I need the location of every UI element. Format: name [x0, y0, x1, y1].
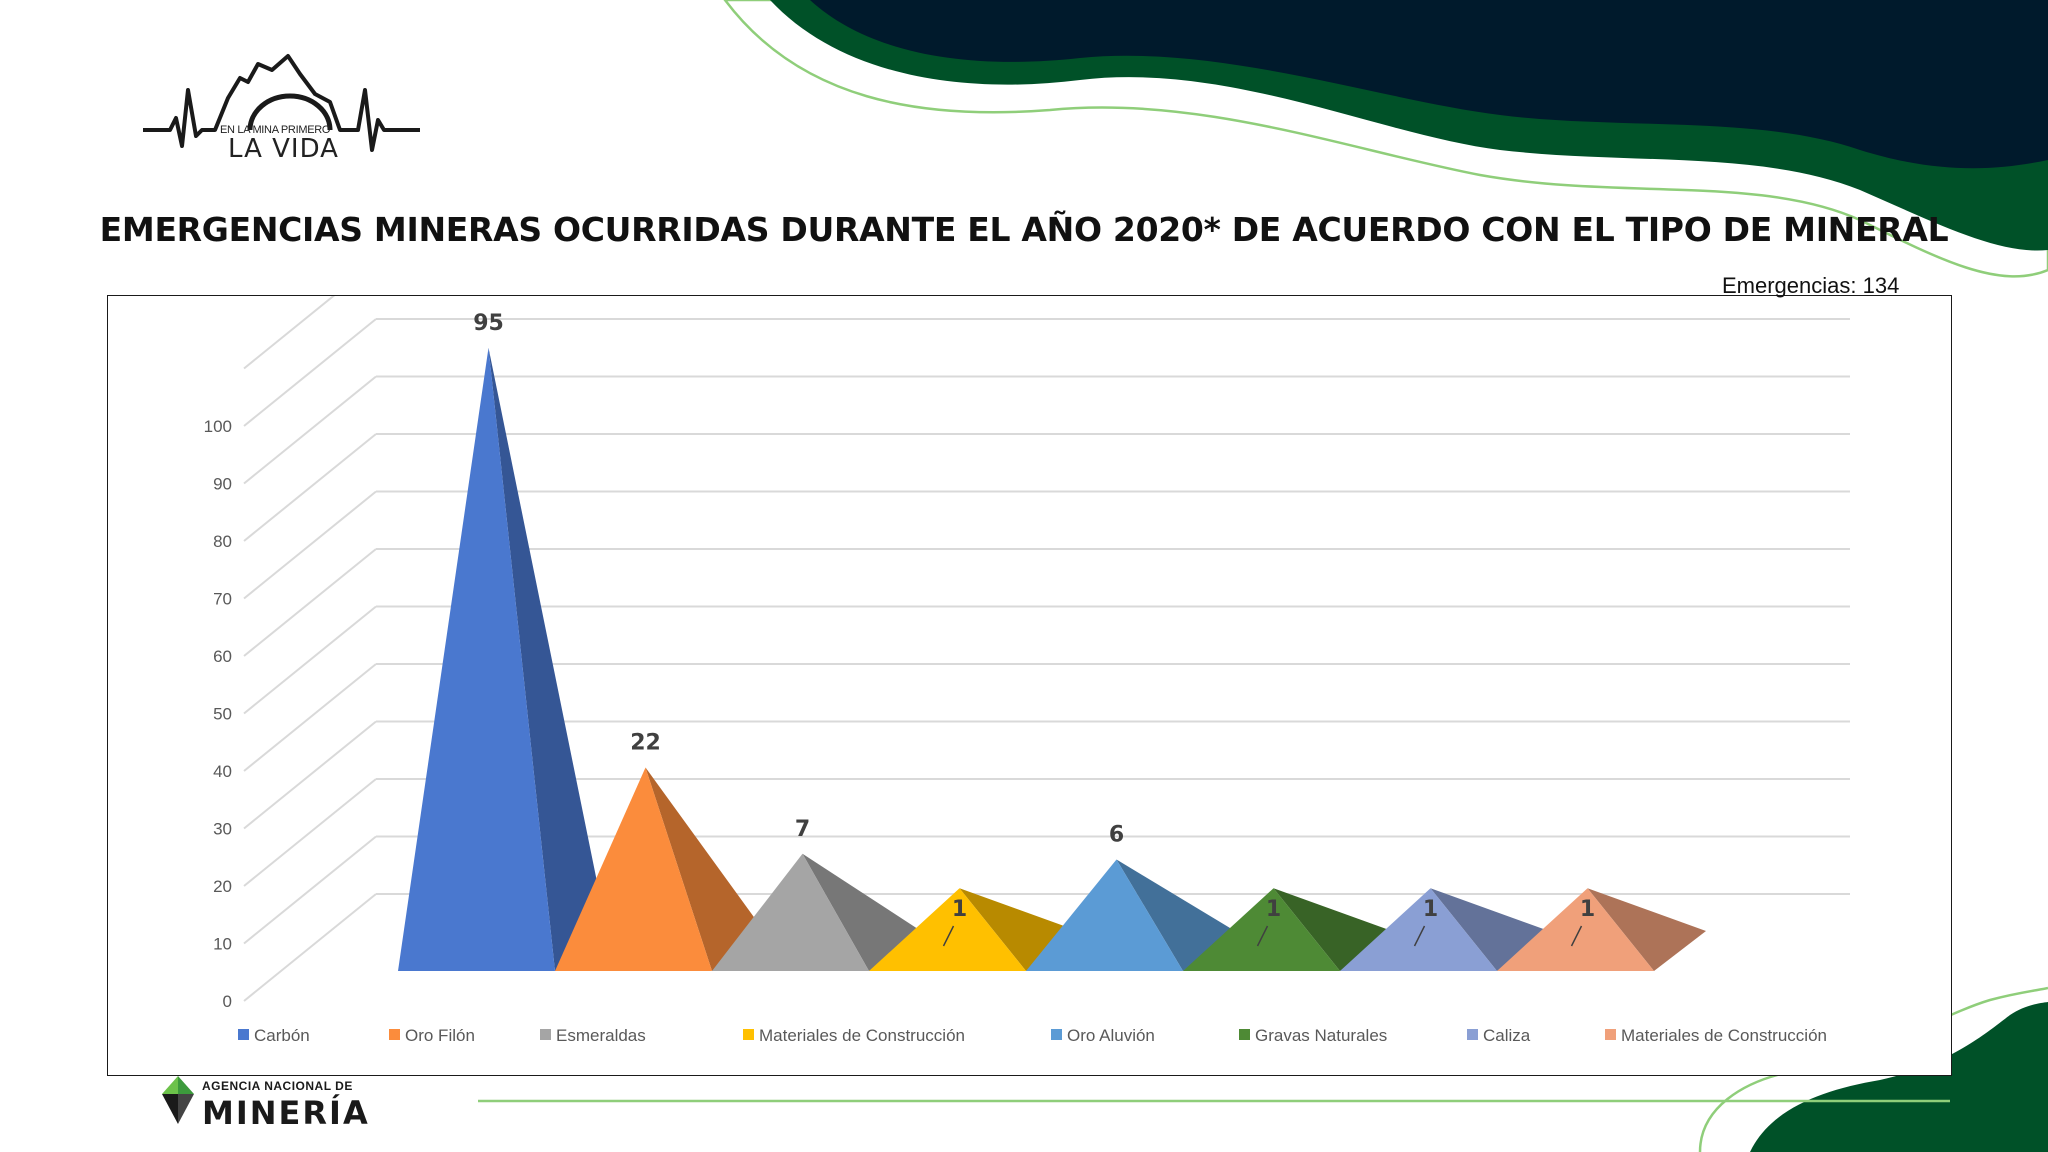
legend-swatch: [743, 1029, 754, 1040]
pyramid-side-1: [645, 767, 764, 971]
data-label: 6: [1109, 823, 1124, 848]
data-label-leader: [1256, 925, 1269, 947]
legend-swatch: [1239, 1029, 1250, 1040]
legend-label: Esmeraldas: [556, 1026, 646, 1045]
y-tick-label: 90: [213, 475, 232, 494]
grid-diagonal: [243, 375, 377, 485]
legend-label: Gravas Naturales: [1255, 1026, 1387, 1045]
legend-swatch: [1051, 1029, 1062, 1040]
y-tick-label: 30: [213, 820, 232, 839]
pyramid-3: [869, 888, 1026, 971]
grid-diagonal: [243, 433, 377, 542]
data-label: 1: [952, 897, 967, 922]
pyramid-side-5: [1273, 888, 1392, 971]
data-label: 95: [473, 311, 504, 336]
mina-primero-la-vida-logo: EN LA MINA PRIMERO LA VIDA: [140, 48, 425, 168]
pyramid-0: [398, 347, 555, 971]
pyramid-side-0: [488, 347, 607, 971]
pyramid-2: [712, 853, 869, 971]
legend-swatch: [1467, 1029, 1478, 1040]
chart-frame: 0 10 20 30 40 50 60 70 80 90 100 95 22 7 1 6 1 1 1 Carbón Or…: [107, 295, 1952, 1076]
grid-diagonal: [243, 835, 377, 945]
grid-diagonal: [243, 490, 377, 600]
logo-agency-name: AGENCIA NACIONAL DE: [202, 1079, 353, 1093]
legend-swatch: [1605, 1029, 1616, 1040]
grid-diagonal: [243, 720, 377, 830]
grid-diagonal: [243, 296, 336, 370]
bottom-green-wave: [1750, 1002, 2048, 1152]
y-tick-label: 50: [213, 705, 232, 724]
heartbeat-mountain-icon: [143, 54, 420, 152]
logo-title: LA VIDA: [228, 134, 339, 164]
diamond-logo-icon: [162, 1076, 194, 1124]
pyramid-5: [1183, 888, 1340, 971]
emergencies-count: Emergencias: 134: [1722, 273, 1900, 298]
y-tick-label: 70: [213, 590, 232, 609]
y-tick-label: 80: [213, 532, 232, 551]
data-label: 1: [1423, 897, 1438, 922]
grid-diagonal: [243, 778, 377, 887]
pyramid-side-6: [1430, 888, 1549, 971]
data-label: 7: [795, 817, 810, 842]
grid-diagonal: [243, 605, 377, 715]
data-label-leader: [1570, 925, 1583, 947]
y-tick-label: 10: [213, 935, 232, 954]
legend-label: Oro Aluvión: [1067, 1026, 1155, 1045]
legend-swatch: [540, 1029, 551, 1040]
legend-label: Materiales de Construcción: [1621, 1026, 1827, 1045]
legend-label: Caliza: [1483, 1026, 1531, 1045]
legend-swatch: [389, 1029, 400, 1040]
legend-label: Oro Filón: [405, 1026, 475, 1045]
y-tick-label: 60: [213, 647, 232, 666]
legend-label: Carbón: [254, 1026, 310, 1045]
y-tick-label: 100: [204, 417, 232, 436]
data-label: 22: [630, 731, 661, 756]
data-label-leader: [1413, 925, 1426, 947]
pyramid-4: [1026, 859, 1183, 971]
pyramid-6: [1340, 888, 1497, 971]
grid-diagonal: [243, 548, 377, 657]
legend-label: Materiales de Construcción: [759, 1026, 965, 1045]
grid-diagonal: [243, 663, 377, 772]
top-light-wave: [723, 0, 2048, 278]
grid-diagonal: [243, 318, 377, 427]
y-tick-label: 40: [213, 762, 232, 781]
agencia-mineria-logo: AGENCIA NACIONAL DE MINERÍA: [158, 1072, 380, 1132]
logo-mineria: MINERÍA: [202, 1094, 370, 1132]
top-navy-wave: [810, 0, 2048, 169]
page-title: EMERGENCIAS MINERAS OCURRIDAS DURANTE EL…: [99, 210, 1949, 249]
pyramid-1: [555, 767, 712, 971]
data-label-leader: [942, 925, 955, 947]
legend-swatch: [238, 1029, 249, 1040]
grid-diagonal: [243, 893, 377, 1002]
y-tick-label: 20: [213, 877, 232, 896]
pyramid-7: [1497, 888, 1654, 971]
data-label: 1: [1266, 897, 1281, 922]
pyramid-side-2: [802, 853, 921, 971]
pyramid-side-7: [1587, 888, 1706, 971]
pyramid-side-4: [1116, 859, 1235, 971]
y-tick-label: 0: [223, 992, 232, 1011]
logo-tagline: EN LA MINA PRIMERO: [220, 124, 331, 136]
data-label: 1: [1580, 897, 1595, 922]
